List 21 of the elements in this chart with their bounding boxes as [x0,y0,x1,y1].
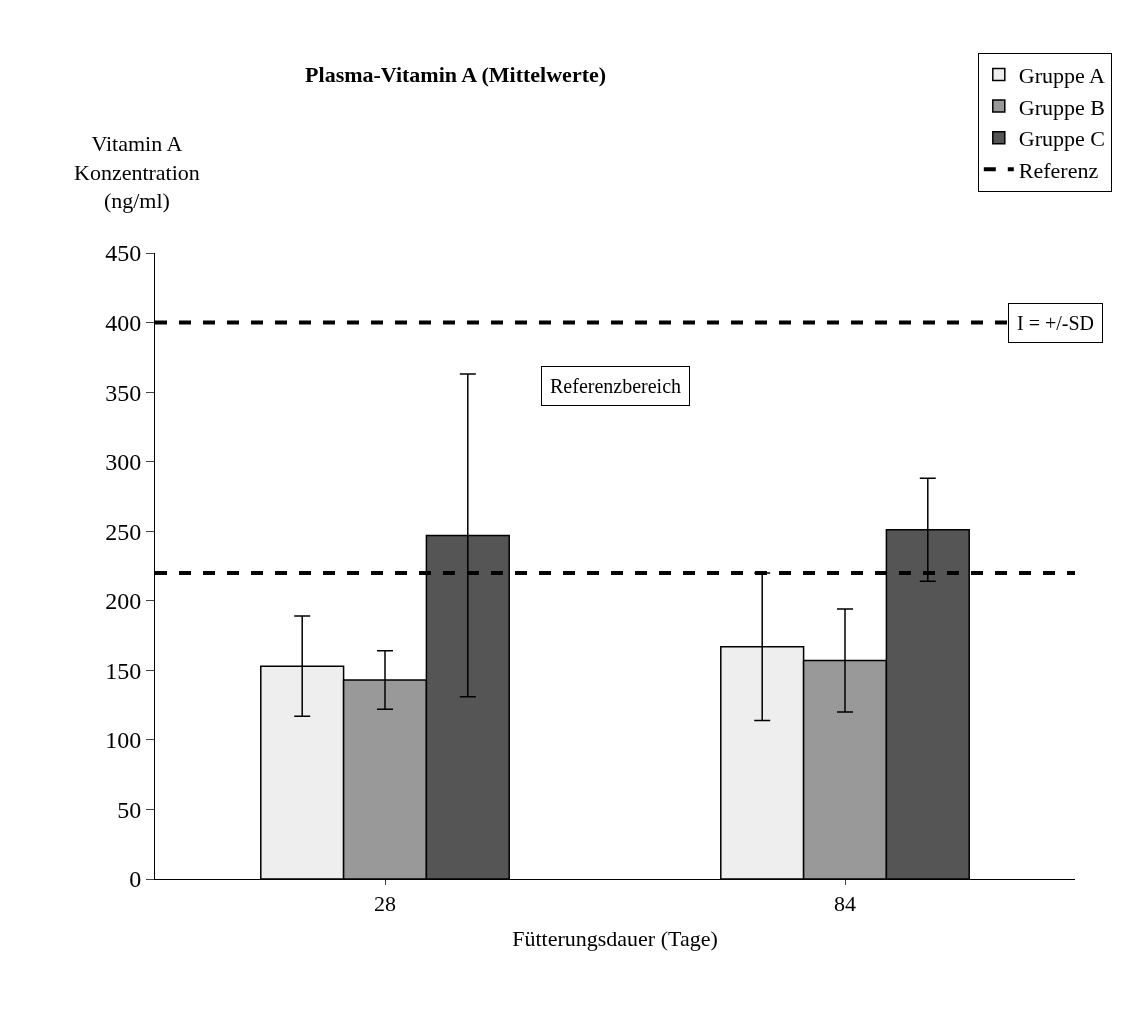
y-tick-label: 450 [105,240,142,267]
legend-label: Gruppe B [1018,94,1105,120]
y-axis-title: Vitamin A Konzentration (ng/ml) [74,131,200,214]
legend-label: Referenz [1018,157,1099,183]
y-tick-label: 350 [105,379,142,406]
y-tick-label: 150 [105,657,142,684]
y-tick-label: 200 [105,588,142,615]
legend-label: Gruppe A [1018,63,1106,89]
y-tick-label: 250 [105,518,142,545]
chart-title: Plasma-Vitamin A (Mittelwerte) [305,62,607,88]
legend-label: Gruppe C [1018,126,1105,152]
y-tick-label: 50 [117,796,142,823]
x-tick-label: 84 [834,891,856,917]
y-tick-label: 100 [105,727,142,754]
x-axis-title: Fütterungsdauer (Tage) [512,926,718,952]
y-tick-label: 0 [129,866,142,893]
annotation: Referenzbereich [550,375,682,397]
annotation: I = +/-SD [1017,312,1095,334]
x-tick-label: 28 [374,891,396,917]
y-tick-label: 400 [105,309,142,336]
y-tick-label: 300 [105,449,142,476]
